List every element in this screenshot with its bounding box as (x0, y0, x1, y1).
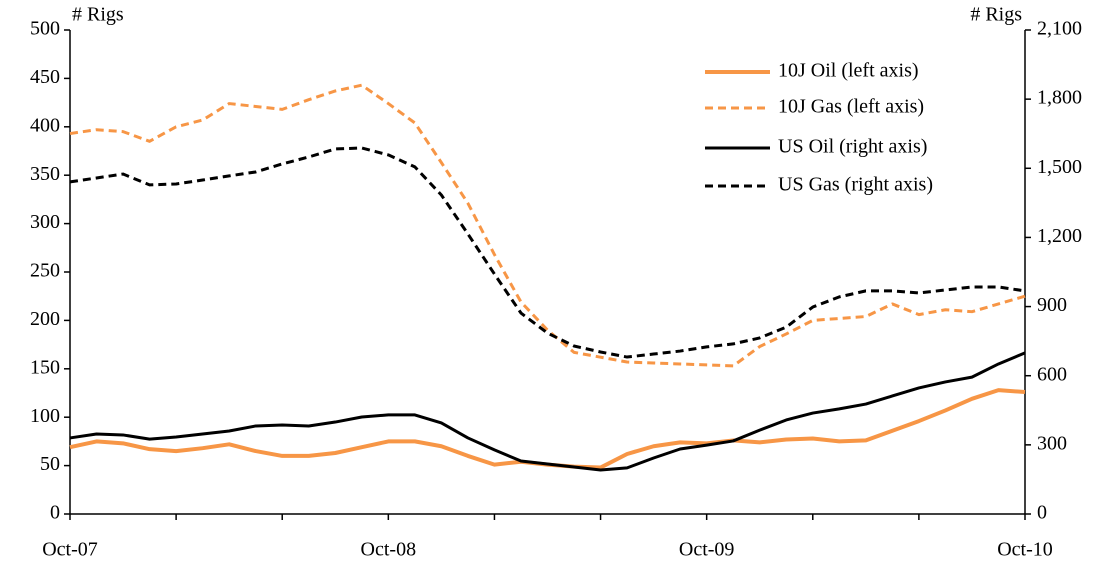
x-tick-label: Oct-09 (679, 539, 735, 561)
y2-axis-label: # Rigs (970, 4, 1022, 26)
series-line (69, 83, 1026, 368)
y-tick-label: 250 (30, 260, 60, 282)
y2-tick-label: 1,800 (1037, 87, 1082, 109)
y-tick-label: 0 (50, 502, 60, 524)
y-axis-label: # Rigs (72, 4, 124, 26)
y-tick-label: 450 (30, 66, 60, 88)
y-tick-label: 350 (30, 163, 60, 185)
y-tick-label: 100 (30, 405, 60, 427)
x-tick-label: Oct-10 (997, 539, 1053, 561)
y-tick-label: 50 (40, 453, 60, 475)
legend-label: 10J Gas (left axis) (778, 96, 924, 118)
y2-tick-label: 600 (1037, 363, 1067, 385)
series-line (69, 388, 1026, 470)
y-tick-label: 300 (30, 211, 60, 233)
y2-tick-label: 900 (1037, 294, 1067, 316)
legend-label: US Oil (right axis) (778, 136, 927, 158)
series-line (69, 351, 1026, 472)
y2-tick-label: 300 (1037, 432, 1067, 454)
y-tick-label: 400 (30, 114, 60, 136)
x-tick-label: Oct-07 (42, 539, 98, 561)
y-tick-label: 200 (30, 308, 60, 330)
legend-label: US Gas (right axis) (778, 174, 933, 196)
y2-tick-label: 1,200 (1037, 225, 1082, 247)
y2-tick-label: 2,100 (1037, 18, 1082, 40)
y-tick-label: 150 (30, 356, 60, 378)
series-line (69, 146, 1026, 359)
y2-tick-label: 1,500 (1037, 156, 1082, 178)
y-tick-label: 500 (30, 18, 60, 40)
x-tick-label: Oct-08 (361, 539, 417, 561)
legend-label: 10J Oil (left axis) (778, 60, 919, 82)
y2-tick-label: 0 (1037, 502, 1047, 524)
